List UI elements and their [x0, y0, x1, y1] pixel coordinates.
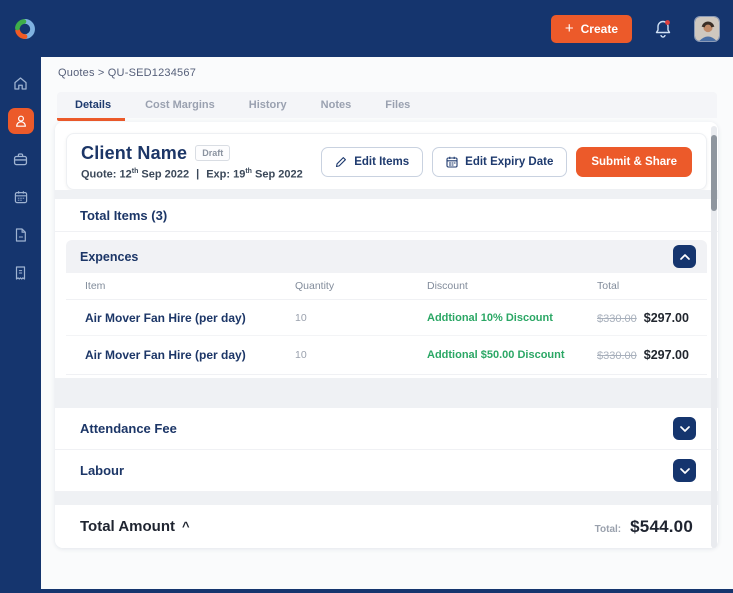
item-name: Air Mover Fan Hire (per day) [85, 348, 246, 362]
expenses-collapse-button[interactable] [673, 245, 696, 268]
attendance-fee-expand-button[interactable] [673, 417, 696, 440]
tab-cost-margins[interactable]: Cost Margins [145, 99, 215, 111]
expenses-section-header[interactable]: Expences [66, 240, 707, 273]
item-discount: Addtional $50.00 Discount [427, 349, 565, 361]
attendance-fee-section[interactable]: Attendance Fee [55, 408, 718, 450]
column-header-item: Item [85, 280, 106, 292]
chevron-up-icon [679, 253, 690, 260]
tab-files[interactable]: Files [385, 99, 411, 111]
collapse-caret-icon: ^ [181, 519, 190, 534]
attendance-fee-title: Attendance Fee [80, 421, 177, 436]
column-header-discount: Discount [427, 280, 468, 292]
scrollbar-thumb[interactable] [711, 135, 717, 211]
tab-history[interactable]: History [248, 99, 287, 111]
total-amount-label[interactable]: Total Amount ^ [80, 518, 190, 535]
calendar-icon [446, 156, 458, 168]
edit-expiry-date-button[interactable]: Edit Expiry Date [432, 146, 568, 177]
calendar-icon [14, 191, 27, 204]
sidebar-item-documents[interactable] [8, 222, 34, 248]
labour-expand-button[interactable] [673, 459, 696, 482]
sidebar-item-contacts[interactable] [7, 108, 34, 134]
item-name: Air Mover Fan Hire (per day) [85, 310, 246, 325]
item-quantity: 10 [295, 349, 307, 361]
edit-items-label: Edit Items [354, 155, 410, 168]
submit-share-button[interactable]: Submit & Share [576, 146, 692, 177]
total-items-row: Total Items (3) [55, 199, 718, 232]
briefcase-icon [13, 152, 28, 165]
sidebar-item-invoices[interactable] [8, 260, 34, 286]
app-logo-icon [15, 18, 35, 39]
contacts-icon [15, 115, 26, 127]
total-caption: Total: [594, 523, 622, 535]
status-badge: Draft [195, 145, 231, 162]
table-row[interactable]: Air Mover Fan Hire (per day) 10 Addtiona… [66, 336, 707, 375]
section-divider [55, 190, 718, 199]
notification-bell-icon[interactable] [654, 19, 672, 39]
plus-icon: + [564, 20, 574, 37]
quote-details-card: Client Name Draft Quote: 12th Sep 2022 | E… [55, 122, 718, 548]
section-divider [55, 378, 718, 408]
expenses-title: Expences [80, 249, 139, 264]
original-price: $330.00 [597, 350, 637, 362]
edit-items-button[interactable]: Edit Items [321, 146, 424, 177]
document-icon [15, 228, 26, 242]
sidebar-item-calendar[interactable] [8, 184, 34, 210]
user-avatar[interactable] [694, 15, 720, 42]
table-row[interactable]: Air Mover Fan Hire (per day) 10 Addtiona… [66, 300, 707, 336]
active-tab-indicator [57, 118, 125, 121]
receipt-icon [15, 266, 26, 280]
sidebar-item-home[interactable] [8, 70, 34, 96]
tab-bar: Details Cost Margins History Notes Files [57, 92, 717, 121]
section-divider [55, 492, 718, 505]
scrollbar-track[interactable] [711, 126, 717, 548]
column-header-quantity: Quantity [295, 280, 335, 292]
item-discount: Addtional 10% Discount [427, 311, 553, 324]
pencil-icon [336, 156, 347, 167]
discounted-price: $297.00 [643, 310, 689, 325]
item-total: $330.00 $297.00 [595, 309, 706, 327]
column-header-total: Total [597, 280, 620, 292]
page-title: Client Name [81, 142, 188, 163]
original-price: $330.00 [597, 312, 637, 325]
labour-section[interactable]: Labour [55, 450, 718, 492]
breadcrumb[interactable]: Quotes > QU-SED1234567 [58, 67, 197, 79]
expenses-table: Item Quantity Discount Total Air Mover F… [66, 273, 707, 375]
discounted-price: $297.00 [643, 348, 689, 362]
edit-expiry-label: Edit Expiry Date [465, 155, 554, 168]
tab-details[interactable]: Details [75, 99, 112, 111]
client-header: Client Name Draft Quote: 12th Sep 2022 | E… [66, 133, 707, 190]
create-button[interactable]: + Create [550, 14, 632, 43]
notification-dot [665, 19, 670, 25]
top-navbar: + Create [0, 0, 733, 57]
item-quantity: 10 [295, 311, 307, 324]
home-icon [14, 76, 27, 90]
chevron-down-icon [679, 425, 690, 432]
chevron-down-icon [679, 467, 690, 474]
labour-title: Labour [80, 463, 125, 478]
bottom-bar [0, 589, 733, 593]
total-amount-value: $544.00 [630, 516, 693, 536]
create-button-label: Create [580, 21, 618, 36]
quote-dates: Quote: 12th Sep 2022 | Exp: 19th Sep 2022 [81, 167, 303, 181]
tab-notes[interactable]: Notes [320, 99, 352, 111]
total-items-label: Total Items (3) [80, 207, 168, 223]
table-header-row: Item Quantity Discount Total [66, 273, 707, 300]
total-amount-row: Total Amount ^ Total: $544.00 [55, 505, 718, 548]
item-total: $330.00 $297.00 [595, 346, 706, 364]
left-sidebar [0, 57, 41, 593]
sidebar-item-jobs[interactable] [8, 146, 34, 172]
